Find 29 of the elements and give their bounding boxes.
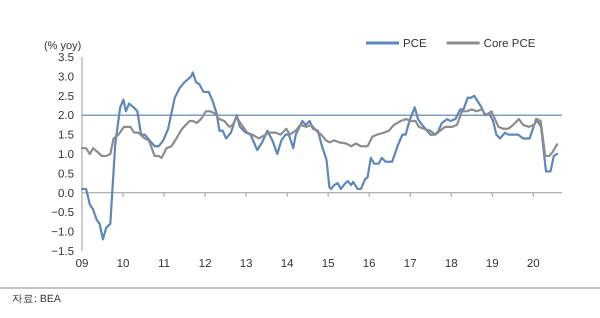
line-series [80, 108, 558, 159]
x-tick-label: 20 [526, 258, 540, 270]
x-tick-label: 10 [116, 258, 130, 270]
y-tick-label: 1.5 [58, 130, 74, 142]
x-tick-label: 18 [444, 258, 458, 270]
text: 자료: BEA [12, 293, 61, 305]
x-tick-label: 19 [486, 258, 499, 270]
y-tick-label: 2.0 [58, 110, 74, 122]
x-tick-label: 14 [280, 258, 294, 270]
x-tick-label: 16 [362, 258, 376, 270]
x-tick-label: 12 [198, 258, 212, 270]
x-tick-label: 13 [240, 258, 252, 270]
y-axis-title: (% yoy) [44, 40, 82, 52]
y-tick-label: −1.0 [51, 226, 74, 239]
y-tick-label: 0.0 [58, 188, 74, 200]
legend-label: PCE [403, 38, 427, 50]
y-tick-label: 2.5 [58, 90, 74, 103]
y-tick-label: 3.0 [58, 71, 74, 84]
legend-label: Core PCE [484, 38, 536, 50]
y-tick-label: −0.5 [51, 207, 74, 220]
x-tick-label: 11 [158, 258, 170, 270]
y-tick-label: 1.0 [58, 149, 74, 161]
line-series [80, 71, 558, 240]
y-tick-label: −1.5 [51, 246, 74, 258]
x-tick-label: 17 [404, 258, 417, 270]
x-tick-label: 09 [76, 258, 88, 270]
y-tick-label: 0.5 [58, 168, 74, 180]
y-tick-label: 3.5 [58, 52, 74, 64]
x-tick-label: 15 [322, 258, 335, 270]
